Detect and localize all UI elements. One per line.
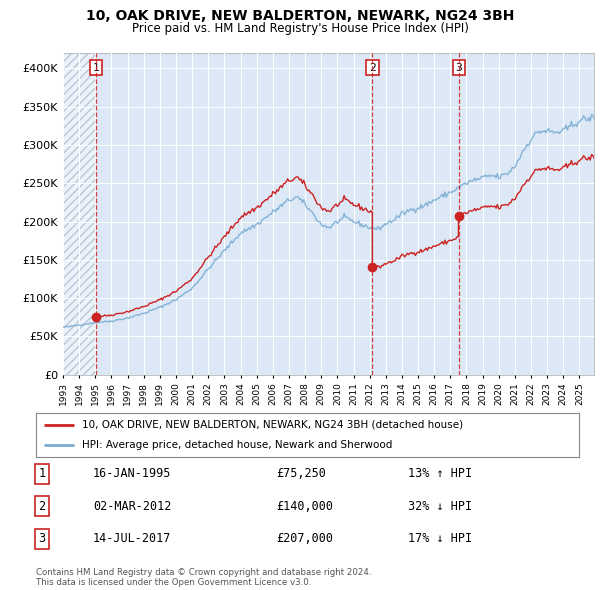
Text: 2: 2 — [38, 500, 46, 513]
Text: 13% ↑ HPI: 13% ↑ HPI — [408, 467, 472, 480]
Text: 10, OAK DRIVE, NEW BALDERTON, NEWARK, NG24 3BH: 10, OAK DRIVE, NEW BALDERTON, NEWARK, NG… — [86, 9, 514, 23]
Text: 1: 1 — [92, 63, 100, 73]
Text: 16-JAN-1995: 16-JAN-1995 — [93, 467, 172, 480]
Text: £207,000: £207,000 — [276, 532, 333, 545]
Text: HPI: Average price, detached house, Newark and Sherwood: HPI: Average price, detached house, Newa… — [82, 440, 392, 450]
Text: Contains HM Land Registry data © Crown copyright and database right 2024.
This d: Contains HM Land Registry data © Crown c… — [36, 568, 371, 587]
Text: Price paid vs. HM Land Registry's House Price Index (HPI): Price paid vs. HM Land Registry's House … — [131, 22, 469, 35]
Text: 2: 2 — [369, 63, 376, 73]
Text: 14-JUL-2017: 14-JUL-2017 — [93, 532, 172, 545]
Bar — [63, 53, 96, 375]
Bar — [63, 53, 96, 375]
Text: 02-MAR-2012: 02-MAR-2012 — [93, 500, 172, 513]
Text: 10, OAK DRIVE, NEW BALDERTON, NEWARK, NG24 3BH (detached house): 10, OAK DRIVE, NEW BALDERTON, NEWARK, NG… — [82, 420, 463, 430]
Text: 32% ↓ HPI: 32% ↓ HPI — [408, 500, 472, 513]
Text: 3: 3 — [38, 532, 46, 545]
Text: £140,000: £140,000 — [276, 500, 333, 513]
Text: 1: 1 — [38, 467, 46, 480]
Text: 3: 3 — [455, 63, 463, 73]
Text: £75,250: £75,250 — [276, 467, 326, 480]
Text: 17% ↓ HPI: 17% ↓ HPI — [408, 532, 472, 545]
